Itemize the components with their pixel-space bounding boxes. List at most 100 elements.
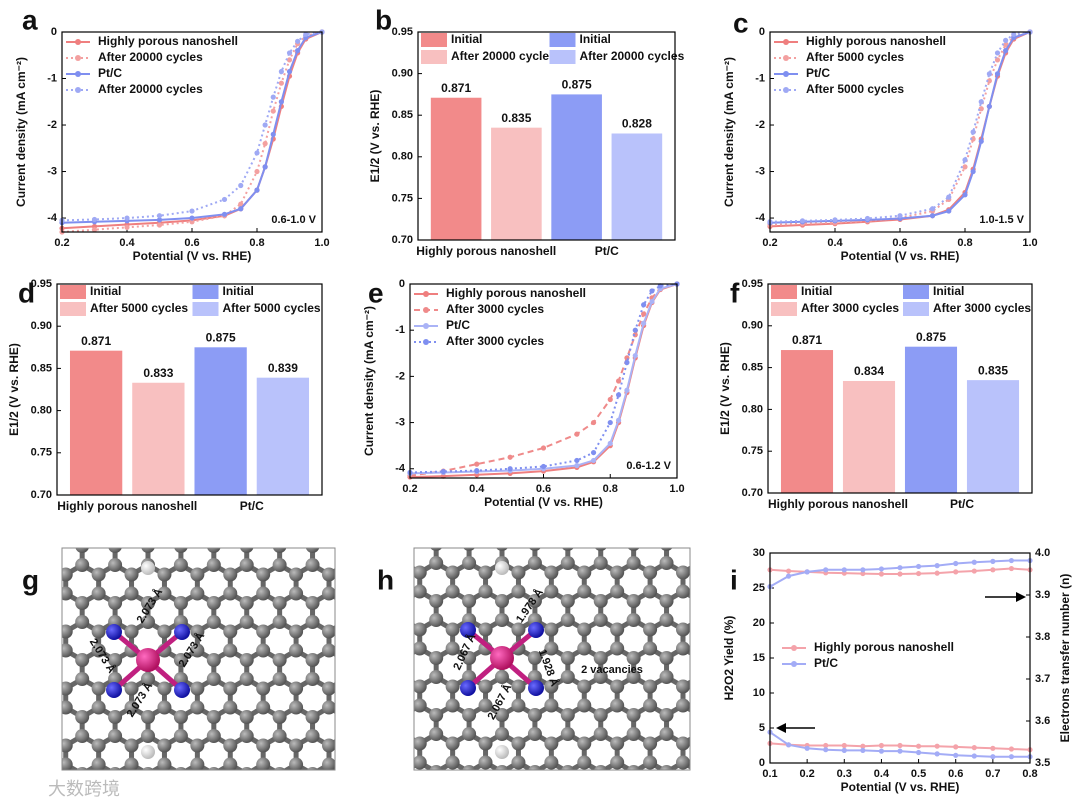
- atom: [414, 679, 427, 694]
- atom: [445, 755, 460, 770]
- y-tick-label: 0.95: [742, 278, 763, 290]
- atom: [643, 565, 658, 580]
- x-axis-label: Potential (V vs. RHE): [133, 249, 252, 263]
- atom: [496, 548, 508, 551]
- atom: [322, 586, 335, 601]
- lattice: [42, 548, 352, 770]
- atom: [577, 584, 592, 599]
- point: [860, 570, 866, 577]
- bar: [194, 347, 247, 495]
- legend-swatch: [421, 33, 447, 47]
- panel-letter: f: [730, 277, 740, 308]
- atom: [42, 558, 56, 572]
- point: [295, 38, 301, 44]
- atom: [659, 613, 674, 627]
- legend-label: Highly porous nanoshell: [806, 34, 946, 48]
- atom: [462, 594, 477, 608]
- atom: [675, 641, 690, 656]
- atom: [429, 708, 444, 722]
- point: [962, 157, 968, 163]
- atom: [272, 653, 287, 667]
- atom: [560, 651, 575, 665]
- atom: [478, 565, 493, 580]
- y2-tick-label: 3.6: [1035, 715, 1050, 727]
- legend-swatch: [549, 50, 576, 64]
- atom-n: [528, 680, 544, 696]
- legend-marker: [791, 645, 797, 651]
- bar: [491, 127, 542, 240]
- x-tick-label: Highly porous nanoshell: [416, 244, 556, 258]
- data-label: 0.875: [562, 78, 592, 92]
- y2-tick-label: 3.8: [1035, 631, 1050, 643]
- atom: [305, 710, 320, 724]
- plot-frame: [769, 552, 1031, 764]
- atom: [91, 738, 106, 753]
- y-tick-label: 0.80: [742, 403, 763, 415]
- point: [91, 227, 98, 233]
- legend-swatch: [60, 285, 86, 299]
- point: [929, 206, 936, 212]
- atom: [223, 624, 238, 639]
- legend-marker: [423, 307, 429, 313]
- legend-label: Pt/C: [806, 66, 830, 80]
- y-axis-label: H2O2 Yield (%): [722, 616, 736, 701]
- plot-frame: [767, 283, 1033, 494]
- legend-marker: [783, 87, 789, 93]
- atom: [223, 738, 238, 753]
- atom: [445, 584, 460, 599]
- atom: [42, 710, 56, 724]
- atom: [289, 567, 304, 582]
- atom: [108, 710, 123, 724]
- atom: [478, 679, 493, 694]
- bar: [551, 94, 602, 241]
- atom: [256, 757, 271, 770]
- atom: [338, 615, 352, 629]
- atom: [256, 567, 271, 582]
- point: [641, 302, 647, 308]
- atom: [322, 757, 335, 770]
- point: [953, 752, 959, 758]
- atom: [239, 615, 254, 629]
- y-tick-label: -1: [755, 72, 765, 84]
- y-tick-label: 0.85: [392, 109, 413, 121]
- atom: [675, 584, 690, 599]
- atom: [42, 672, 56, 686]
- atom: [108, 653, 123, 667]
- atom: [659, 727, 674, 741]
- atom: [239, 653, 254, 667]
- point: [953, 560, 959, 567]
- point: [990, 745, 996, 751]
- atom: [190, 643, 205, 658]
- point: [785, 742, 792, 748]
- point: [189, 219, 195, 225]
- atom: [692, 670, 706, 684]
- point: [990, 558, 996, 565]
- panel-letter: g: [22, 564, 39, 595]
- atom: [157, 757, 172, 770]
- atom: [462, 765, 476, 770]
- point: [156, 213, 163, 219]
- atom: [75, 548, 89, 553]
- atom: [659, 708, 674, 722]
- x-axis-label: Potential (V vs. RHE): [841, 780, 960, 794]
- legend-label: After 3000 cycles: [801, 301, 899, 315]
- bar: [611, 133, 663, 240]
- atom: [124, 700, 139, 715]
- atom: [157, 567, 172, 582]
- x-tick-label: 0.4: [469, 483, 485, 495]
- atom: [223, 643, 238, 658]
- bar: [904, 346, 958, 493]
- atom: [610, 736, 625, 751]
- point: [1008, 565, 1015, 572]
- atom: [305, 615, 320, 629]
- atom: [338, 558, 352, 572]
- y2-tick-label: 3.7: [1035, 673, 1050, 685]
- point: [124, 215, 130, 221]
- point: [507, 466, 513, 472]
- point: [994, 50, 1001, 56]
- point: [832, 217, 838, 223]
- legend-marker: [75, 55, 81, 61]
- legend-marker: [423, 291, 429, 297]
- arrow-right: [985, 592, 1026, 602]
- atom: [577, 755, 592, 770]
